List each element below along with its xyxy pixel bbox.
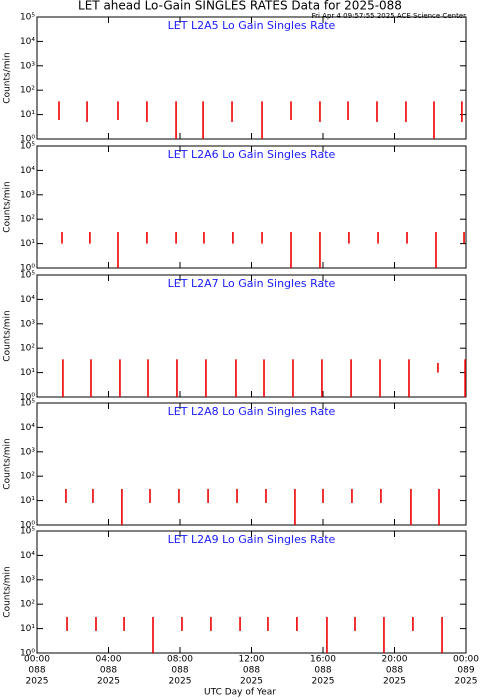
- panel-title: LET L2A6 Lo Gain Singles Rate: [168, 148, 336, 161]
- x-axis-label: UTC Day of Year: [204, 688, 276, 698]
- y-tick-label: 10¹: [20, 496, 35, 506]
- y-tick-label: 10⁵: [20, 142, 35, 152]
- y-tick-label: 10⁴: [20, 295, 35, 305]
- y-tick-label: 10²: [20, 600, 35, 610]
- y-axis-label: Counts/min: [3, 52, 13, 103]
- y-axis-label: Counts/min: [3, 181, 13, 232]
- y-tick-label: 10¹: [20, 239, 35, 249]
- y-tick-label: 10²: [20, 86, 35, 96]
- y-tick-label: 10²: [20, 472, 35, 482]
- x-tick-label: 00:00: [24, 655, 50, 665]
- y-tick-label: 10⁰: [20, 649, 35, 659]
- x-tick-year: 2025: [312, 677, 335, 687]
- x-tick-label: 00:00: [453, 655, 479, 665]
- x-tick-day: 088: [314, 666, 331, 676]
- x-tick-label: 08:00: [167, 655, 193, 665]
- x-tick-year: 2025: [97, 677, 120, 687]
- y-tick-label: 10⁵: [20, 13, 35, 23]
- y-tick-label: 10⁰: [20, 393, 35, 403]
- y-tick-label: 10²: [20, 215, 35, 225]
- x-tick-day: 088: [386, 666, 403, 676]
- y-tick-label: 10¹: [20, 368, 35, 378]
- x-tick-year: 2025: [169, 677, 192, 687]
- y-axis-label: Counts/min: [3, 438, 13, 489]
- x-tick-label: 20:00: [382, 655, 408, 665]
- y-tick-label: 10²: [20, 344, 35, 354]
- y-tick-label: 10⁵: [20, 399, 35, 409]
- y-axis-label: Counts/min: [3, 566, 13, 617]
- x-tick-day: 089: [457, 666, 474, 676]
- panel-title: LET L2A8 Lo Gain Singles Rate: [168, 405, 336, 418]
- x-tick-day: 088: [171, 666, 188, 676]
- chart-title: LET ahead Lo-Gain SINGLES RATES Data for…: [78, 0, 402, 13]
- y-tick-label: 10¹: [20, 110, 35, 120]
- y-tick-label: 10³: [20, 447, 35, 457]
- y-tick-label: 10⁴: [20, 423, 35, 433]
- y-tick-label: 10⁰: [20, 264, 35, 274]
- panel-title: LET L2A5 Lo Gain Singles Rate: [168, 19, 336, 32]
- x-tick-day: 088: [100, 666, 117, 676]
- x-tick-year: 2025: [26, 677, 49, 687]
- x-tick-year: 2025: [383, 677, 406, 687]
- x-tick-day: 088: [243, 666, 260, 676]
- y-tick-label: 10³: [20, 319, 35, 329]
- panel-title: LET L2A7 Lo Gain Singles Rate: [168, 277, 336, 290]
- y-tick-label: 10⁰: [20, 521, 35, 531]
- chart-subtitle: Fri Apr 4 09:57:55 2025 ACE Science Cent…: [312, 12, 467, 20]
- panel-title: LET L2A9 Lo Gain Singles Rate: [168, 533, 336, 546]
- x-tick-label: 12:00: [239, 655, 265, 665]
- y-tick-label: 10⁵: [20, 271, 35, 281]
- y-tick-label: 10¹: [20, 624, 35, 634]
- y-tick-label: 10⁰: [20, 135, 35, 145]
- x-tick-label: 04:00: [96, 655, 122, 665]
- y-tick-label: 10⁴: [20, 37, 35, 47]
- x-tick-year: 2025: [455, 677, 478, 687]
- x-tick-year: 2025: [240, 677, 263, 687]
- x-tick-label: 16:00: [310, 655, 336, 665]
- y-tick-label: 10⁵: [20, 527, 35, 537]
- y-tick-label: 10³: [20, 575, 35, 585]
- y-tick-label: 10³: [20, 190, 35, 200]
- y-tick-label: 10³: [20, 61, 35, 71]
- x-tick-day: 088: [28, 666, 45, 676]
- y-tick-label: 10⁴: [20, 166, 35, 176]
- y-axis-label: Counts/min: [3, 310, 13, 361]
- y-tick-label: 10⁴: [20, 551, 35, 561]
